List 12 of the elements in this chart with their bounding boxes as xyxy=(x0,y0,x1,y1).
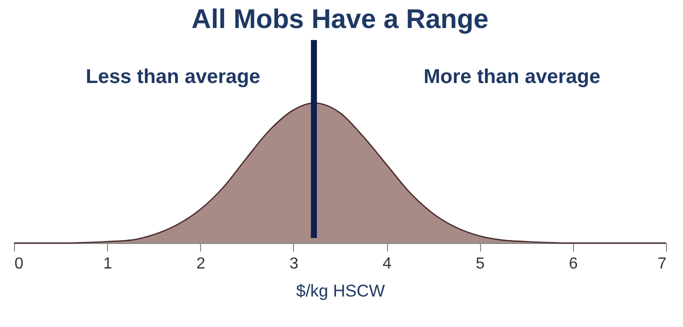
x-tick-label: 3 xyxy=(289,256,298,272)
x-tick-label: 5 xyxy=(476,256,485,272)
x-tick-label: 7 xyxy=(658,256,667,272)
text: More than average xyxy=(424,66,600,88)
x-tick-label: 6 xyxy=(568,256,578,272)
x-tick-label: 0 xyxy=(14,256,24,272)
x-tick-label: 4 xyxy=(382,256,392,272)
x-tick-label: 1 xyxy=(103,256,112,272)
chart-title: All Mobs Have a Range xyxy=(191,4,489,34)
text: Less than average xyxy=(86,66,260,88)
x-tick-label: 2 xyxy=(196,256,206,272)
x-axis-title: $/kg HSCW xyxy=(296,282,385,300)
